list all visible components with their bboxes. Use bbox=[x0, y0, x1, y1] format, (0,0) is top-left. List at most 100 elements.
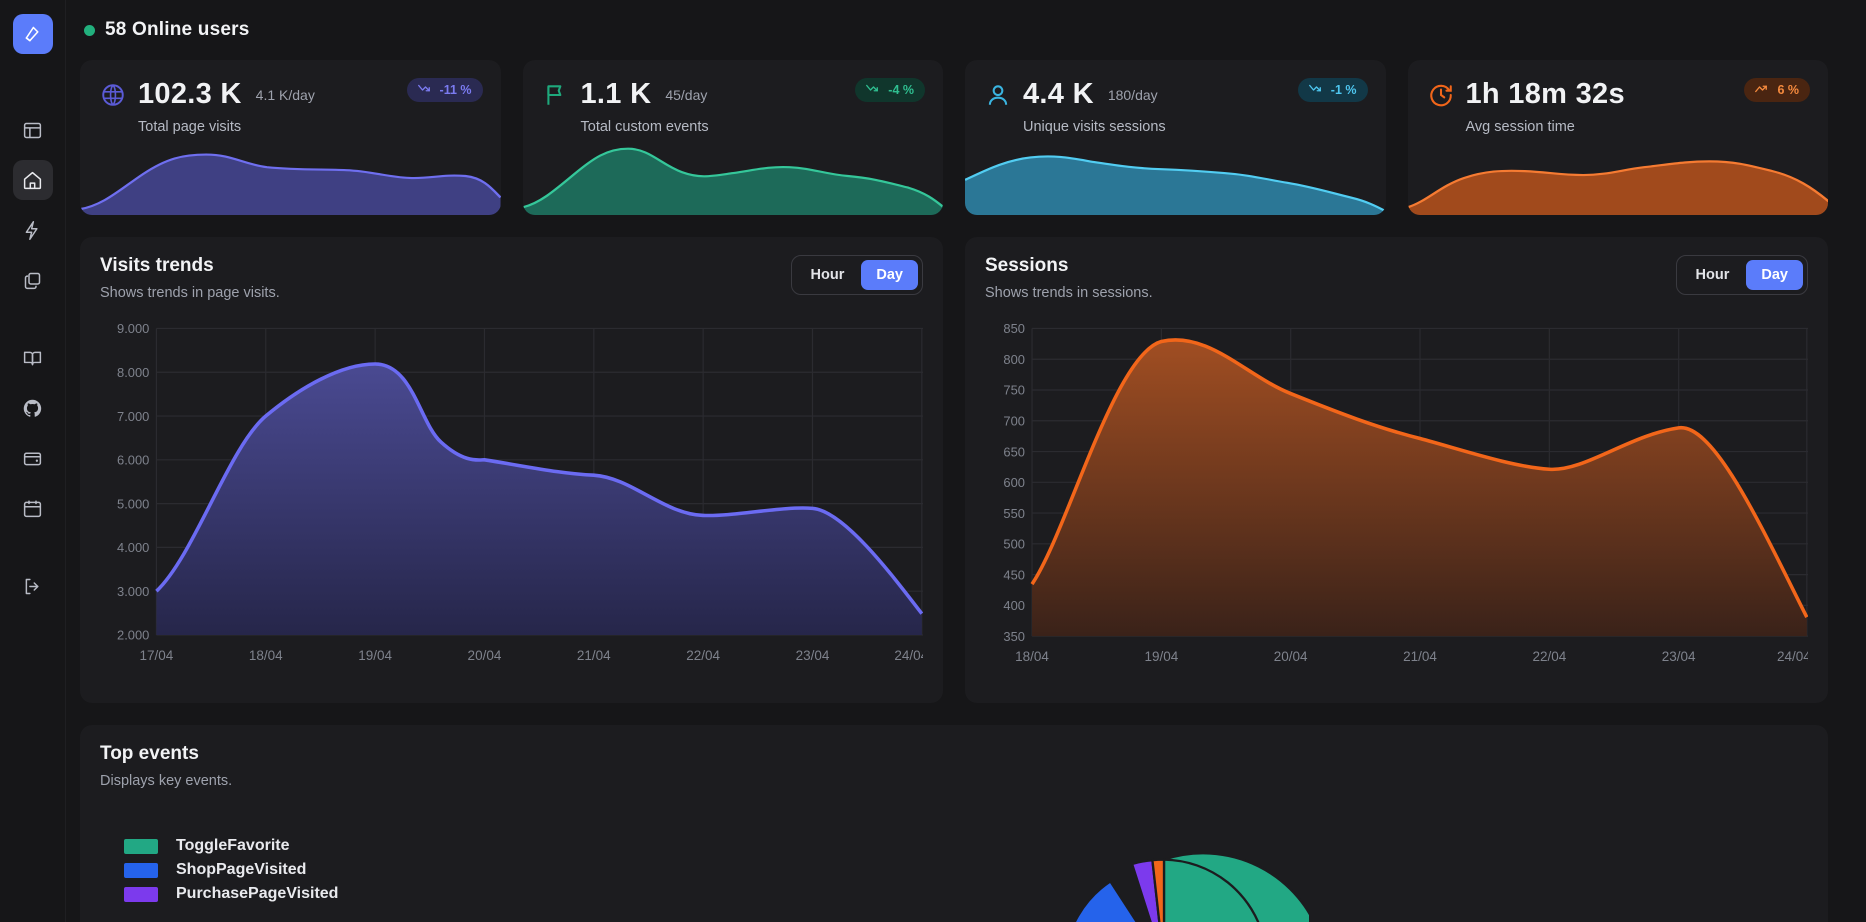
sidebar bbox=[0, 0, 66, 922]
sidebar-item-projects[interactable] bbox=[13, 260, 53, 300]
online-users-row: 58 Online users bbox=[80, 0, 1828, 60]
events-legend: ToggleFavorite ShopPageVisited PurchaseP… bbox=[100, 819, 520, 922]
stat-card-custom-events[interactable]: -4 % 1.1 K 45/day Total custom events bbox=[522, 60, 943, 215]
svg-text:22/04: 22/04 bbox=[686, 648, 720, 663]
stat-card-unique-sessions[interactable]: -1 % 4.4 K 180/day Unique visits session… bbox=[965, 60, 1386, 215]
svg-text:20/04: 20/04 bbox=[1274, 649, 1308, 664]
sidebar-item-github[interactable] bbox=[13, 388, 53, 428]
lightning-icon bbox=[22, 220, 43, 241]
svg-text:18/04: 18/04 bbox=[1015, 649, 1049, 664]
trend-down-icon bbox=[866, 83, 881, 97]
status-badge-value: 6 % bbox=[1777, 83, 1799, 97]
status-badge: -11 % bbox=[406, 78, 483, 102]
svg-text:750: 750 bbox=[1003, 383, 1025, 398]
sessions-range-toggle[interactable]: Hour Day bbox=[1675, 255, 1808, 295]
panel-title: Sessions bbox=[985, 255, 1069, 276]
svg-text:18/04: 18/04 bbox=[249, 648, 283, 663]
trend-down-icon bbox=[417, 83, 433, 97]
home-icon bbox=[22, 170, 43, 191]
sidebar-item-home[interactable] bbox=[12, 160, 53, 200]
list-item[interactable]: ShopPageVisited bbox=[124, 861, 520, 879]
stat-rate: 45/day bbox=[665, 86, 708, 103]
online-status-dot bbox=[84, 24, 95, 36]
megaphone-icon bbox=[22, 24, 43, 45]
list-item[interactable]: ToggleFavorite bbox=[124, 837, 520, 855]
panel-sessions: Sessions Shows trends in sessions. Hour … bbox=[965, 237, 1828, 703]
visits-trends-chart: 9.000 8.000 7.000 6.000 5.000 4.000 3.00… bbox=[100, 319, 923, 674]
list-item[interactable]: PurchasePageVisited bbox=[124, 885, 520, 903]
svg-text:5.000: 5.000 bbox=[117, 496, 149, 511]
status-badge: -1 % bbox=[1297, 78, 1368, 102]
calendar-icon bbox=[22, 498, 43, 519]
sidebar-logo[interactable] bbox=[12, 14, 53, 54]
sparkline-chart bbox=[80, 137, 501, 215]
svg-text:21/04: 21/04 bbox=[1403, 649, 1437, 664]
svg-text:500: 500 bbox=[1003, 537, 1025, 552]
tab-day[interactable]: Day bbox=[861, 260, 918, 290]
stat-value: 102.3 K bbox=[138, 78, 242, 110]
stat-card-avg-session-time[interactable]: 6 % 1h 18m 32s Avg session time bbox=[1407, 60, 1828, 215]
svg-text:850: 850 bbox=[1003, 321, 1025, 336]
visits-range-toggle[interactable]: Hour Day bbox=[790, 255, 923, 295]
tab-day[interactable]: Day bbox=[1746, 260, 1803, 290]
stat-label: Total page visits bbox=[138, 119, 242, 135]
panel-title: Visits trends bbox=[100, 255, 214, 276]
stat-rate: 4.1 K/day bbox=[255, 86, 315, 103]
stat-card-page-visits[interactable]: -11 % 102.3 K 4.1 K/day Total page v bbox=[80, 60, 501, 215]
svg-text:3.000: 3.000 bbox=[117, 584, 149, 599]
sidebar-item-calendar[interactable] bbox=[13, 488, 53, 528]
github-icon bbox=[22, 398, 43, 419]
sidebar-item-docs[interactable] bbox=[13, 338, 53, 378]
svg-text:350: 350 bbox=[1003, 629, 1025, 644]
svg-text:9.000: 9.000 bbox=[117, 321, 149, 336]
sidebar-item-dashboard[interactable] bbox=[13, 110, 53, 150]
svg-text:23/04: 23/04 bbox=[796, 648, 830, 663]
svg-text:400: 400 bbox=[1003, 598, 1025, 613]
wallet-icon bbox=[22, 448, 43, 469]
charts-row: Visits trends Shows trends in page visit… bbox=[80, 237, 1828, 703]
stat-label: Unique visits sessions bbox=[1023, 119, 1166, 135]
sidebar-item-events[interactable] bbox=[13, 210, 53, 250]
panel-visits-trends: Visits trends Shows trends in page visit… bbox=[80, 237, 943, 703]
stat-value: 4.4 K bbox=[1023, 78, 1094, 110]
tab-hour[interactable]: Hour bbox=[1695, 267, 1730, 283]
stat-cards-row: -11 % 102.3 K 4.1 K/day Total page v bbox=[80, 60, 1828, 215]
svg-text:8.000: 8.000 bbox=[117, 365, 149, 380]
svg-text:6.000: 6.000 bbox=[117, 453, 149, 468]
svg-text:24/04: 24/04 bbox=[894, 648, 923, 663]
sidebar-item-logout[interactable] bbox=[13, 566, 53, 606]
svg-text:550: 550 bbox=[1003, 506, 1025, 521]
sidebar-item-billing[interactable] bbox=[13, 438, 53, 478]
stat-rate: 180/day bbox=[1107, 86, 1158, 103]
sparkline-chart bbox=[965, 137, 1386, 215]
stat-value: 1.1 K bbox=[580, 78, 652, 110]
legend-swatch bbox=[124, 886, 158, 902]
status-badge-value: -1 % bbox=[1330, 83, 1357, 97]
svg-text:17/04: 17/04 bbox=[140, 648, 174, 663]
svg-text:21/04: 21/04 bbox=[577, 648, 611, 663]
layout-icon bbox=[22, 120, 43, 141]
sessions-chart: 850 800 750 700 650 600 550 500 450 400 … bbox=[985, 319, 1808, 674]
svg-text:800: 800 bbox=[1003, 352, 1025, 367]
stat-label: Total custom events bbox=[580, 119, 709, 135]
panel-subtitle: Shows trends in sessions. bbox=[985, 285, 1153, 301]
logout-icon bbox=[22, 576, 43, 597]
status-badge: -4 % bbox=[855, 78, 925, 102]
panel-subtitle: Shows trends in page visits. bbox=[100, 285, 280, 301]
tab-hour[interactable]: Hour bbox=[810, 267, 845, 283]
legend-swatch bbox=[124, 862, 158, 878]
user-icon bbox=[985, 82, 1011, 108]
stat-value: 1h 18m 32s bbox=[1465, 78, 1625, 110]
stat-label: Avg session time bbox=[1465, 119, 1575, 135]
svg-text:22/04: 22/04 bbox=[1532, 649, 1566, 664]
svg-text:19/04: 19/04 bbox=[1144, 649, 1178, 664]
svg-text:20/04: 20/04 bbox=[468, 648, 502, 663]
legend-label: PurchasePageVisited bbox=[176, 885, 339, 902]
sparkline-chart bbox=[522, 137, 943, 215]
globe-icon bbox=[100, 82, 126, 108]
trend-up-icon bbox=[1755, 83, 1770, 97]
svg-text:2.000: 2.000 bbox=[117, 628, 149, 643]
svg-text:19/04: 19/04 bbox=[358, 648, 392, 663]
sparkline-chart bbox=[1407, 137, 1828, 215]
